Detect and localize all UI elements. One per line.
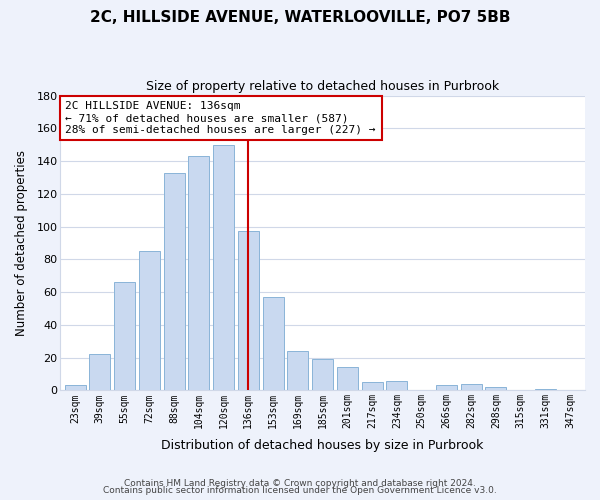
Bar [461,384,482,390]
Text: Contains public sector information licensed under the Open Government Licence v3: Contains public sector information licen… [103,486,497,495]
Bar [386,380,407,390]
Bar [188,156,209,390]
Bar [535,388,556,390]
Bar [114,282,135,391]
Bar [238,232,259,390]
Bar [164,172,185,390]
Bar [65,386,86,390]
Bar [485,387,506,390]
Text: 2C, HILLSIDE AVENUE, WATERLOOVILLE, PO7 5BB: 2C, HILLSIDE AVENUE, WATERLOOVILLE, PO7 … [90,10,510,25]
Text: 2C HILLSIDE AVENUE: 136sqm
← 71% of detached houses are smaller (587)
28% of sem: 2C HILLSIDE AVENUE: 136sqm ← 71% of deta… [65,102,376,134]
Title: Size of property relative to detached houses in Purbrook: Size of property relative to detached ho… [146,80,499,93]
X-axis label: Distribution of detached houses by size in Purbrook: Distribution of detached houses by size … [161,440,484,452]
Bar [287,351,308,391]
Bar [213,144,234,390]
Bar [139,251,160,390]
Bar [312,359,333,390]
Bar [436,386,457,390]
Bar [263,297,284,390]
Text: Contains HM Land Registry data © Crown copyright and database right 2024.: Contains HM Land Registry data © Crown c… [124,478,476,488]
Y-axis label: Number of detached properties: Number of detached properties [15,150,28,336]
Bar [362,382,383,390]
Bar [89,354,110,390]
Bar [337,368,358,390]
